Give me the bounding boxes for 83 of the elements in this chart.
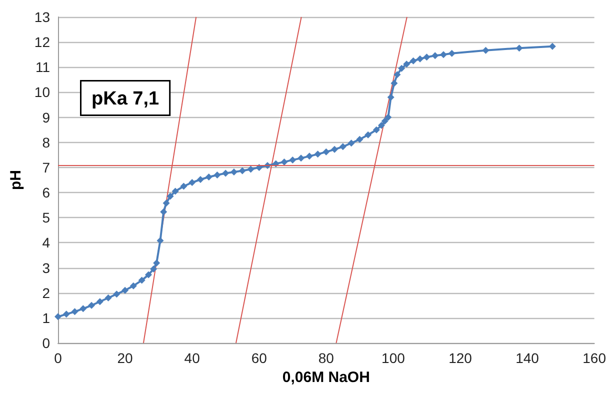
point (410, 57, 417, 64)
point (145, 271, 152, 278)
x-tick-label: 40 (184, 350, 200, 366)
point (96, 298, 104, 306)
point (482, 46, 490, 54)
point (387, 94, 394, 101)
point (180, 182, 188, 190)
point (416, 55, 424, 62)
point (160, 208, 168, 216)
point (196, 176, 204, 183)
point (230, 168, 238, 176)
point (516, 44, 523, 52)
point (222, 170, 230, 177)
point (238, 167, 246, 174)
y-tick-label: 4 (42, 234, 50, 251)
x-tick-label: 120 (448, 350, 472, 366)
point (398, 64, 406, 72)
point (150, 266, 158, 273)
point (205, 173, 212, 180)
point (54, 313, 62, 320)
point (440, 51, 447, 58)
point (138, 276, 146, 284)
x-tick-label: 0 (54, 350, 62, 366)
point (394, 71, 401, 78)
x-tick-label: 60 (251, 350, 268, 366)
x-tick-label: 100 (382, 350, 406, 366)
point (71, 308, 78, 316)
point (172, 188, 179, 195)
y-tick-label: 2 (42, 284, 50, 301)
y-tick-label: 13 (34, 9, 50, 25)
point (104, 294, 112, 302)
point (162, 200, 170, 207)
point (322, 148, 330, 156)
y-tick-label: 0 (42, 335, 50, 351)
point (289, 156, 296, 164)
x-axis-title: 0,06M NaOH (282, 368, 370, 386)
point (364, 131, 372, 138)
y-tick-label: 6 (42, 184, 50, 201)
point (88, 302, 96, 309)
y-tick-label: 7 (42, 159, 50, 176)
point (214, 171, 221, 178)
point (432, 52, 439, 60)
point (403, 60, 410, 68)
y-tick-label: 11 (35, 59, 50, 76)
point (378, 122, 385, 129)
point (130, 282, 137, 290)
point (348, 140, 355, 147)
y-tick-label: 3 (42, 260, 50, 276)
point (384, 114, 392, 121)
point (166, 192, 174, 200)
point (153, 260, 160, 267)
point (62, 310, 70, 318)
point (298, 154, 305, 162)
y-tick-label: 5 (42, 210, 50, 226)
annotation: pKa 7,1 (92, 88, 160, 110)
point (280, 158, 288, 166)
point (356, 136, 364, 143)
point (448, 50, 456, 57)
y-tick-label: 12 (34, 34, 50, 50)
point (306, 152, 313, 160)
point (156, 237, 164, 244)
x-tick-label: 160 (582, 350, 606, 366)
point (339, 143, 346, 150)
x-tick-label: 20 (117, 350, 134, 366)
point (423, 54, 430, 61)
y-tick-label: 10 (34, 84, 50, 100)
point (548, 42, 556, 50)
y-tick-label: 8 (42, 134, 50, 150)
point (247, 166, 254, 173)
y-tick-label: 9 (42, 109, 50, 126)
point (188, 179, 196, 186)
point (331, 146, 338, 153)
point (113, 290, 120, 298)
y-tick-label: 1 (42, 310, 50, 326)
point (122, 286, 129, 294)
y-axis-title: pH (8, 170, 25, 190)
x-tick-label: 140 (516, 350, 540, 366)
x-tick-label: 80 (318, 350, 334, 366)
point (381, 118, 388, 125)
point (314, 150, 322, 158)
point (80, 305, 87, 312)
point (372, 126, 380, 134)
point (390, 80, 398, 87)
